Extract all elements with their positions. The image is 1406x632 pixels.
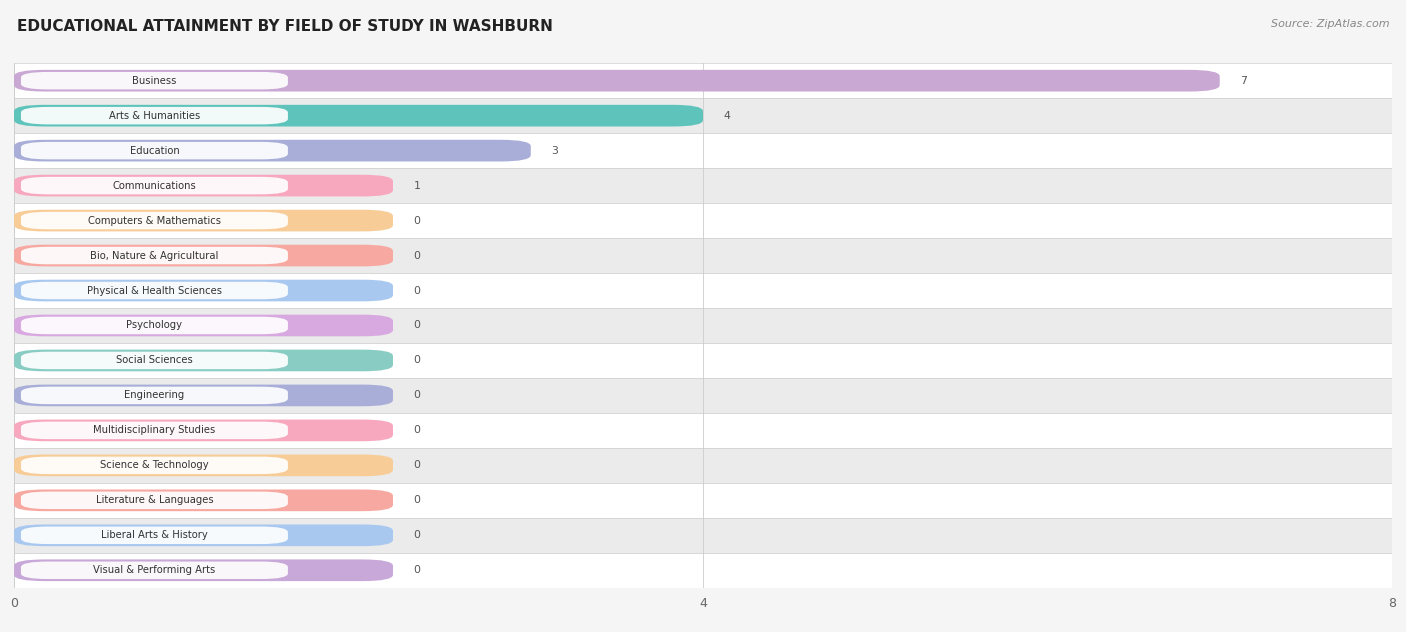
Bar — [14, 238, 1392, 273]
FancyBboxPatch shape — [14, 349, 394, 371]
FancyBboxPatch shape — [21, 526, 288, 544]
Text: Computers & Mathematics: Computers & Mathematics — [89, 216, 221, 226]
Text: Physical & Health Sciences: Physical & Health Sciences — [87, 286, 222, 296]
Bar — [14, 378, 1392, 413]
Text: Visual & Performing Arts: Visual & Performing Arts — [93, 565, 215, 575]
FancyBboxPatch shape — [14, 559, 394, 581]
Text: Social Sciences: Social Sciences — [117, 355, 193, 365]
Text: 0: 0 — [413, 391, 420, 401]
FancyBboxPatch shape — [14, 525, 394, 546]
FancyBboxPatch shape — [14, 490, 394, 511]
Bar — [14, 553, 1392, 588]
FancyBboxPatch shape — [14, 420, 394, 441]
Bar — [14, 413, 1392, 448]
Text: Literature & Languages: Literature & Languages — [96, 495, 214, 506]
Text: 0: 0 — [413, 460, 420, 470]
FancyBboxPatch shape — [14, 105, 703, 126]
FancyBboxPatch shape — [21, 107, 288, 125]
Bar — [14, 168, 1392, 203]
Bar — [14, 203, 1392, 238]
Bar — [14, 133, 1392, 168]
FancyBboxPatch shape — [14, 245, 394, 266]
Text: Source: ZipAtlas.com: Source: ZipAtlas.com — [1271, 19, 1389, 29]
Bar — [14, 518, 1392, 553]
Text: Multidisciplinary Studies: Multidisciplinary Studies — [93, 425, 215, 435]
Text: EDUCATIONAL ATTAINMENT BY FIELD OF STUDY IN WASHBURN: EDUCATIONAL ATTAINMENT BY FIELD OF STUDY… — [17, 19, 553, 34]
Text: 1: 1 — [413, 181, 420, 191]
Bar — [14, 63, 1392, 98]
FancyBboxPatch shape — [14, 315, 394, 336]
FancyBboxPatch shape — [21, 177, 288, 195]
FancyBboxPatch shape — [21, 457, 288, 474]
Bar — [14, 483, 1392, 518]
Text: 7: 7 — [1240, 76, 1247, 86]
Bar — [14, 98, 1392, 133]
FancyBboxPatch shape — [14, 175, 394, 197]
FancyBboxPatch shape — [21, 142, 288, 159]
FancyBboxPatch shape — [21, 317, 288, 334]
Bar — [14, 343, 1392, 378]
Text: Psychology: Psychology — [127, 320, 183, 331]
Text: 4: 4 — [724, 111, 731, 121]
Text: 0: 0 — [413, 425, 420, 435]
Text: Engineering: Engineering — [124, 391, 184, 401]
Text: Science & Technology: Science & Technology — [100, 460, 208, 470]
Text: Bio, Nature & Agricultural: Bio, Nature & Agricultural — [90, 250, 218, 260]
Bar — [14, 273, 1392, 308]
FancyBboxPatch shape — [21, 212, 288, 229]
Text: Education: Education — [129, 145, 180, 155]
FancyBboxPatch shape — [21, 282, 288, 300]
Text: 0: 0 — [413, 355, 420, 365]
FancyBboxPatch shape — [21, 492, 288, 509]
FancyBboxPatch shape — [14, 210, 394, 231]
Bar — [14, 448, 1392, 483]
FancyBboxPatch shape — [21, 247, 288, 264]
Text: 0: 0 — [413, 495, 420, 506]
Text: 0: 0 — [413, 565, 420, 575]
Text: 0: 0 — [413, 216, 420, 226]
Text: 0: 0 — [413, 250, 420, 260]
Text: Arts & Humanities: Arts & Humanities — [108, 111, 200, 121]
Text: Business: Business — [132, 76, 177, 86]
FancyBboxPatch shape — [21, 72, 288, 89]
FancyBboxPatch shape — [21, 352, 288, 369]
Text: Liberal Arts & History: Liberal Arts & History — [101, 530, 208, 540]
Text: Communications: Communications — [112, 181, 197, 191]
FancyBboxPatch shape — [14, 280, 394, 301]
FancyBboxPatch shape — [14, 454, 394, 476]
Text: 0: 0 — [413, 530, 420, 540]
FancyBboxPatch shape — [14, 70, 1219, 92]
FancyBboxPatch shape — [21, 387, 288, 404]
FancyBboxPatch shape — [14, 385, 394, 406]
Text: 0: 0 — [413, 320, 420, 331]
Text: 3: 3 — [551, 145, 558, 155]
FancyBboxPatch shape — [21, 422, 288, 439]
FancyBboxPatch shape — [21, 562, 288, 579]
Text: 0: 0 — [413, 286, 420, 296]
Bar — [14, 308, 1392, 343]
FancyBboxPatch shape — [14, 140, 531, 161]
